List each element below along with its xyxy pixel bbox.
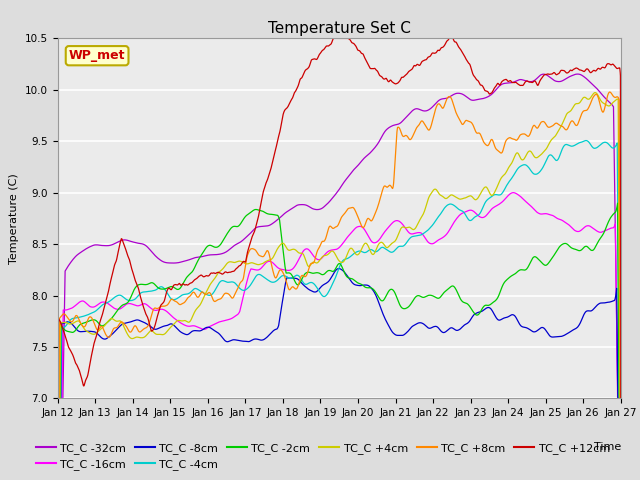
TC_C -4cm xyxy=(606,143,614,149)
TC_C -2cm xyxy=(614,200,621,206)
TC_C +8cm xyxy=(606,89,614,95)
TC_C -8cm xyxy=(545,333,553,338)
TC_C -32cm xyxy=(118,237,125,243)
TC_C -2cm xyxy=(606,216,614,222)
Line: TC_C +8cm: TC_C +8cm xyxy=(58,92,621,398)
TC_C -32cm xyxy=(54,396,61,401)
Line: TC_C +12cm: TC_C +12cm xyxy=(58,38,621,398)
TC_C +8cm xyxy=(294,284,302,289)
TC_C -8cm xyxy=(335,266,343,272)
TC_C -4cm xyxy=(294,273,302,278)
TC_C -8cm xyxy=(269,328,277,334)
TC_C -16cm xyxy=(606,226,614,231)
TC_C -16cm xyxy=(545,212,553,217)
TC_C -4cm xyxy=(617,396,625,401)
Text: Time: Time xyxy=(593,442,621,452)
TC_C -4cm xyxy=(269,279,277,285)
Legend: TC_C -32cm, TC_C -16cm, TC_C -8cm, TC_C -4cm, TC_C -2cm, TC_C +4cm, TC_C +8cm, T: TC_C -32cm, TC_C -16cm, TC_C -8cm, TC_C … xyxy=(31,438,614,474)
Title: Temperature Set C: Temperature Set C xyxy=(268,21,411,36)
TC_C -8cm xyxy=(54,396,61,401)
TC_C +4cm xyxy=(617,396,625,401)
TC_C +4cm xyxy=(545,141,553,146)
TC_C -2cm xyxy=(617,396,625,401)
Line: TC_C +4cm: TC_C +4cm xyxy=(58,93,621,398)
TC_C +4cm xyxy=(54,396,61,401)
TC_C -4cm xyxy=(152,288,159,293)
TC_C -8cm xyxy=(294,276,302,282)
Line: TC_C -4cm: TC_C -4cm xyxy=(58,141,621,398)
TC_C -32cm xyxy=(606,100,614,106)
TC_C +4cm xyxy=(118,320,125,325)
Y-axis label: Temperature (C): Temperature (C) xyxy=(9,173,19,264)
TC_C -2cm xyxy=(54,396,61,401)
TC_C +8cm xyxy=(152,305,159,311)
Line: TC_C -16cm: TC_C -16cm xyxy=(58,192,621,398)
TC_C +8cm xyxy=(606,89,614,95)
TC_C -4cm xyxy=(582,138,590,144)
TC_C -2cm xyxy=(152,282,159,288)
TC_C +12cm xyxy=(330,36,337,41)
TC_C -8cm xyxy=(606,299,614,305)
TC_C +8cm xyxy=(545,124,553,130)
TC_C +12cm xyxy=(545,72,553,77)
TC_C -2cm xyxy=(545,260,553,265)
TC_C -8cm xyxy=(152,326,159,332)
TC_C +12cm xyxy=(152,322,159,327)
Text: WP_met: WP_met xyxy=(69,49,125,62)
TC_C -32cm xyxy=(269,220,277,226)
TC_C -4cm xyxy=(54,396,61,401)
TC_C +12cm xyxy=(617,396,625,401)
TC_C -4cm xyxy=(545,153,553,158)
TC_C -32cm xyxy=(545,74,553,80)
TC_C -8cm xyxy=(118,322,125,327)
TC_C -4cm xyxy=(118,293,125,299)
Line: TC_C -8cm: TC_C -8cm xyxy=(58,269,621,398)
TC_C -32cm xyxy=(294,202,302,208)
TC_C -16cm xyxy=(509,190,517,195)
TC_C +8cm xyxy=(269,270,277,276)
TC_C +12cm xyxy=(269,155,277,160)
TC_C -2cm xyxy=(118,303,125,309)
TC_C +8cm xyxy=(617,396,625,401)
TC_C -16cm xyxy=(294,258,302,264)
TC_C -8cm xyxy=(617,396,625,401)
TC_C -16cm xyxy=(118,305,125,311)
TC_C -32cm xyxy=(617,396,625,401)
TC_C +4cm xyxy=(269,254,277,260)
TC_C +4cm xyxy=(591,90,599,96)
TC_C +8cm xyxy=(54,396,61,401)
TC_C -16cm xyxy=(152,308,159,313)
TC_C +4cm xyxy=(294,250,302,255)
TC_C -16cm xyxy=(269,261,277,266)
TC_C -2cm xyxy=(294,282,302,288)
TC_C +12cm xyxy=(54,396,61,401)
TC_C -16cm xyxy=(617,396,625,401)
TC_C +4cm xyxy=(152,331,159,336)
TC_C +12cm xyxy=(118,236,125,242)
TC_C +4cm xyxy=(606,103,614,108)
TC_C -32cm xyxy=(574,71,582,77)
TC_C +12cm xyxy=(606,61,614,67)
Line: TC_C -2cm: TC_C -2cm xyxy=(58,203,621,398)
TC_C +8cm xyxy=(118,319,125,325)
TC_C -16cm xyxy=(54,396,61,401)
TC_C -32cm xyxy=(152,253,159,259)
Line: TC_C -32cm: TC_C -32cm xyxy=(58,74,621,398)
TC_C +12cm xyxy=(294,84,302,89)
TC_C -2cm xyxy=(269,212,277,217)
